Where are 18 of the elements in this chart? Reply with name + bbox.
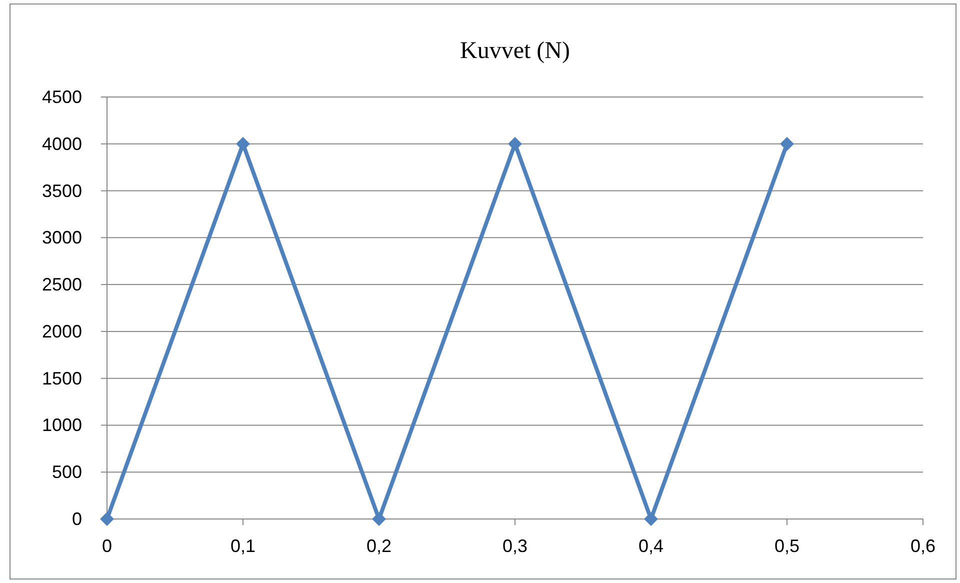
x-tick-label: 0,6 [910, 536, 936, 556]
x-tick-label: 0,5 [774, 536, 800, 556]
x-tick-label: 0,4 [638, 536, 664, 556]
y-tick-label: 4500 [42, 87, 82, 107]
chart-title: Kuvvet (N) [460, 38, 570, 64]
y-tick-label: 0 [72, 509, 82, 529]
y-tick-label: 2500 [42, 274, 82, 295]
x-tick-label: 0,3 [502, 536, 528, 556]
y-tick-label: 3500 [42, 180, 82, 201]
x-tick-label: 0,1 [230, 536, 256, 556]
y-tick-label: 4000 [42, 134, 82, 154]
x-tick-label: 0,2 [366, 536, 392, 556]
y-tick-label: 1000 [42, 415, 82, 436]
y-tick-label: 500 [52, 462, 82, 482]
y-tick-label: 1500 [42, 368, 82, 388]
y-tick-label: 3000 [42, 228, 82, 248]
y-tick-label: 2000 [42, 321, 82, 342]
x-tick-label: 0 [102, 536, 112, 556]
